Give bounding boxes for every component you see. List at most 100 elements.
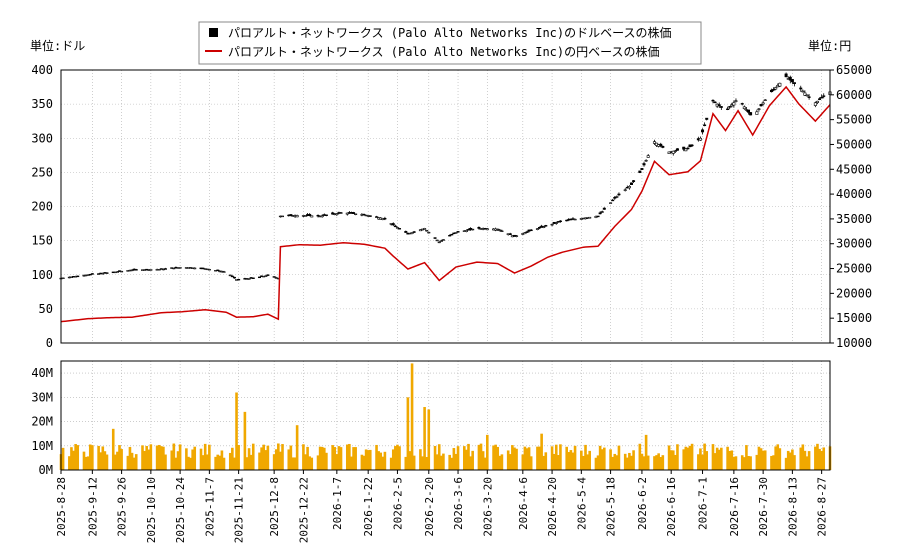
volume-bar	[540, 433, 543, 470]
volume-bar	[492, 445, 495, 470]
volume-bar	[485, 434, 489, 470]
volume-bar	[295, 425, 299, 470]
volume-bar	[287, 449, 291, 470]
jpy-price-line	[60, 85, 831, 323]
volume-bar	[582, 455, 585, 470]
usd-candle-body	[308, 214, 312, 217]
usd-candle-body	[335, 213, 339, 216]
volume-bar	[260, 447, 263, 470]
volume-bar	[306, 446, 309, 470]
usd-candle-body	[602, 207, 606, 210]
volume-bar	[788, 452, 792, 470]
volume-bar	[822, 447, 826, 470]
usd-candle-body	[272, 276, 276, 278]
usd-candle-body	[732, 102, 736, 106]
volume-bar	[669, 450, 673, 470]
volume-bar	[437, 444, 441, 470]
volume-bar	[448, 454, 451, 470]
volume-bar	[350, 456, 353, 470]
volume-bar	[805, 456, 809, 470]
volume-bar	[776, 444, 780, 470]
usd-candle-body	[690, 144, 694, 147]
usd-candle-body	[673, 150, 677, 152]
usd-candle-body	[237, 278, 241, 281]
volume-bar	[481, 451, 485, 470]
usd-candle-body	[646, 155, 650, 158]
volume-bar	[97, 445, 100, 470]
usd-candle-body	[701, 129, 705, 133]
usd-candle-body	[149, 269, 153, 271]
right-axis-tick-label: 65000	[836, 63, 872, 77]
volume-bar	[408, 451, 412, 470]
x-axis-tick-label: 2026-2-20	[423, 477, 436, 537]
volume-bar	[310, 457, 314, 470]
volume-bar	[506, 450, 510, 470]
usd-candle-body	[362, 214, 366, 216]
usd-candle-body	[61, 277, 65, 279]
usd-candle-body	[813, 102, 817, 106]
volume-bar	[114, 454, 117, 470]
volume-bar	[630, 455, 633, 470]
usd-candle-body	[717, 104, 721, 107]
usd-candle-body	[740, 103, 744, 105]
volume-bar	[410, 363, 414, 470]
usd-candle-body	[207, 268, 211, 271]
volume-bar	[406, 397, 410, 470]
usd-candle-body	[671, 150, 675, 154]
usd-candle-body	[550, 223, 554, 226]
volume-bar	[228, 452, 232, 470]
volume-bar	[511, 445, 514, 470]
volume-bar	[717, 449, 721, 470]
usd-candle-body	[393, 225, 397, 228]
volume-bar	[667, 445, 671, 470]
volume-bar	[423, 407, 426, 470]
usd-candle-body	[652, 141, 656, 144]
volume-bar	[479, 443, 483, 470]
volume-bar	[465, 449, 468, 470]
volume-bar	[88, 444, 92, 470]
usd-candle-body	[216, 269, 220, 272]
usd-candle-body	[769, 89, 773, 93]
usd-candle-body	[496, 228, 500, 231]
volume-bar	[496, 446, 500, 470]
usd-candle-body	[613, 197, 617, 199]
volume-bar	[523, 446, 527, 470]
usd-candle-body	[76, 275, 80, 278]
usd-candle-body	[264, 275, 268, 277]
volume-bar	[170, 450, 174, 470]
volume-bar	[454, 453, 458, 470]
volume-bar	[542, 455, 546, 470]
usd-candle-body	[544, 225, 548, 227]
left-axis-tick-label: 150	[31, 234, 53, 248]
volume-bar	[730, 450, 734, 470]
volume-bar	[201, 455, 205, 470]
usd-candle-body	[383, 217, 387, 220]
volume-plot-frame	[60, 360, 831, 471]
usd-candle-body	[320, 215, 324, 218]
usd-candle-body	[439, 240, 443, 242]
usd-candle-body	[759, 104, 763, 107]
usd-candle-body	[258, 276, 262, 279]
volume-bar	[759, 448, 763, 470]
left-axis-tick-label: 300	[31, 131, 53, 145]
volume-bar	[251, 443, 255, 470]
volume-bar	[316, 455, 320, 470]
usd-candle-body	[289, 214, 293, 216]
volume-bar	[281, 444, 284, 470]
volume-bar	[345, 444, 349, 470]
usd-candle-body	[792, 82, 796, 84]
usd-candle-body	[784, 73, 788, 78]
volume-bar	[318, 446, 322, 470]
volume-bar	[456, 446, 460, 470]
volume-bar	[684, 446, 688, 470]
usd-candle-body	[686, 147, 690, 150]
volume-bar	[799, 447, 803, 470]
usd-candle-body	[640, 168, 644, 170]
usd-candle-body	[157, 269, 161, 271]
volume-bar	[498, 455, 502, 470]
volume-bar	[126, 455, 130, 470]
volume-bar	[335, 454, 339, 470]
legend-usd-swatch	[209, 28, 218, 37]
left-axis-tick-label: 100	[31, 268, 53, 282]
volume-bar	[289, 445, 293, 470]
